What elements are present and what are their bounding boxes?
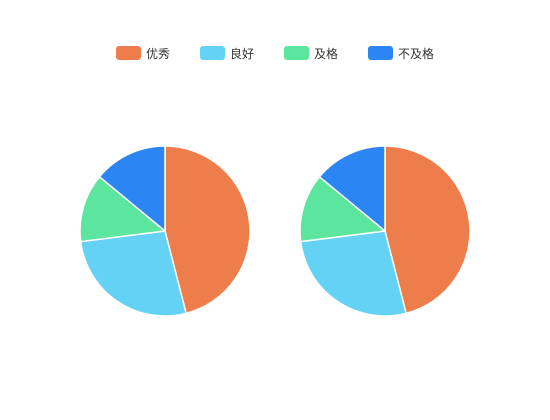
pie-slice[interactable] [79, 230, 187, 317]
legend-swatch [368, 46, 393, 60]
pie-slice[interactable] [384, 145, 471, 315]
legend-item[interactable]: 良好 [200, 46, 254, 61]
pie-chart-left [79, 145, 251, 317]
legend-label: 优秀 [146, 47, 170, 61]
chart-legend: 优秀 良好 及格 不及格 [116, 46, 434, 61]
legend-item[interactable]: 及格 [284, 46, 338, 61]
pie-slice[interactable] [98, 145, 166, 232]
pie-slice[interactable] [299, 230, 407, 317]
legend-item[interactable]: 优秀 [116, 46, 170, 61]
legend-label: 良好 [230, 46, 254, 61]
legend-label: 及格 [314, 46, 338, 61]
legend-swatch [116, 46, 141, 60]
pie-slice[interactable] [299, 176, 386, 243]
legend-label: 不及格 [398, 46, 434, 61]
legend-swatch [200, 46, 225, 60]
pie-slice[interactable] [318, 145, 386, 232]
legend-swatch [284, 46, 309, 60]
pie-chart-right [299, 145, 471, 317]
legend-item[interactable]: 不及格 [368, 46, 434, 61]
pie-slice[interactable] [79, 176, 166, 243]
pie-slice[interactable] [164, 145, 251, 315]
